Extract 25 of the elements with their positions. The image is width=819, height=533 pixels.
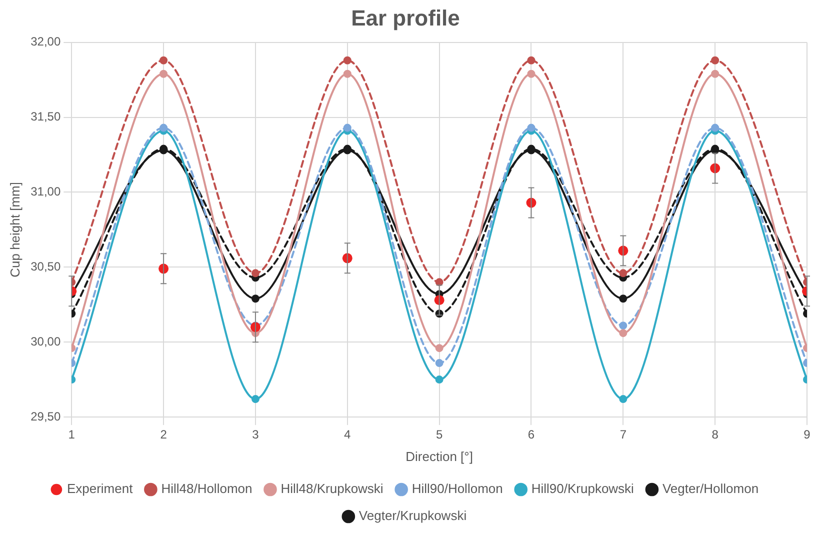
legend-label: Vegter/Krupkowski: [358, 508, 467, 524]
x-tick-label: 7: [620, 428, 627, 442]
x-tick-label: 2: [160, 428, 168, 442]
legend-label: Hill48/Krupkowski: [280, 481, 384, 496]
legend-label: Vegter/Hollomon: [662, 481, 759, 496]
x-tick-label: 8: [712, 428, 719, 442]
legend-label: Hill48/Hollomon: [161, 481, 252, 496]
y-axis-title: Cup height [mm]: [7, 182, 22, 278]
x-axis-title: Direction [°]: [406, 448, 473, 464]
x-tick-label: 9: [804, 428, 811, 442]
legend-label: Hill90/Krupkowski: [531, 481, 634, 496]
x-tick-label: 5: [436, 428, 443, 442]
legend-label: Hill90/Hollomon: [412, 481, 503, 496]
y-tick-label: 32,00: [30, 34, 61, 49]
x-tick-label: 1: [68, 428, 76, 442]
y-tick-label: 31,00: [30, 184, 61, 199]
chart-title: Ear profile: [351, 5, 460, 30]
y-tick-label: 31,50: [30, 110, 61, 124]
y-tick-label: 30,50: [30, 259, 61, 274]
y-tick-label: 30,00: [30, 334, 61, 348]
x-tick-label: 4: [344, 428, 352, 442]
x-tick-label: 6: [528, 428, 535, 442]
x-tick-label: 3: [252, 428, 260, 442]
legend-label: Experiment: [66, 481, 134, 496]
y-tick-label: 29,50: [30, 409, 61, 424]
